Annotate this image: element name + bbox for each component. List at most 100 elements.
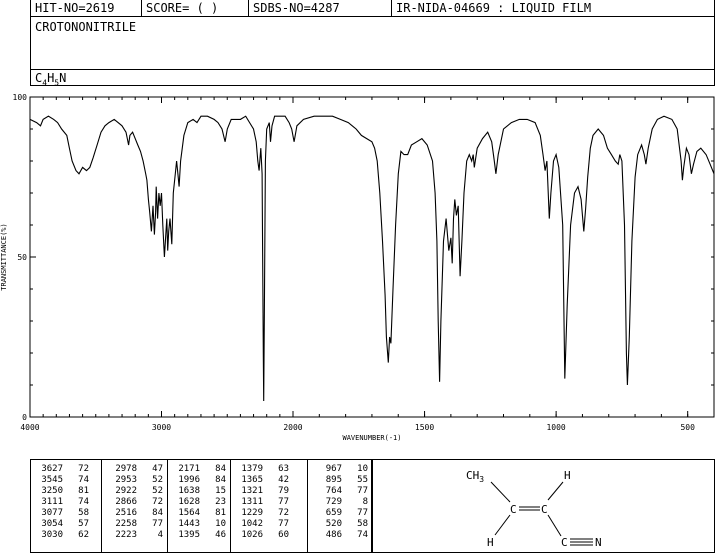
peak-wavenumber: 486: [325, 530, 342, 540]
peak-transmittance: 74: [78, 497, 89, 507]
peak-transmittance: 79: [278, 486, 289, 496]
peak-row: 3250 81: [35, 486, 89, 497]
peak-wavenumber: 1365: [241, 475, 263, 485]
nitrile-nitrogen-label: N: [595, 536, 602, 549]
y-tick-label: 100: [13, 93, 28, 102]
peak-transmittance: 77: [278, 519, 289, 529]
peak-wavenumber: 2516: [115, 508, 137, 518]
peak-row: 2978 47: [109, 464, 163, 475]
peak-transmittance: 77: [152, 519, 163, 529]
peak-wavenumber: 659: [325, 508, 342, 518]
peak-wavenumber: 2223: [115, 530, 137, 540]
plot-frame: [29, 96, 715, 418]
peak-transmittance: 74: [78, 475, 89, 485]
peak-wavenumber: 729: [325, 497, 342, 507]
peak-transmittance: 4: [157, 530, 163, 540]
compound-box: CROTONONITRILE C4H5N: [30, 16, 715, 88]
peak-wavenumber: 2171: [178, 464, 200, 474]
peak-column-divider: [167, 460, 168, 552]
peak-transmittance: 72: [78, 464, 89, 474]
peak-row: 3054 57: [35, 519, 89, 530]
peak-transmittance: 62: [78, 530, 89, 540]
peak-wavenumber: 3545: [41, 475, 63, 485]
x-tick-label: 500: [680, 423, 695, 432]
peak-transmittance: 52: [152, 475, 163, 485]
peak-column: 2171 84 1996 84 1638 15 1628 23 1564 81 1443 10 1395…: [172, 464, 226, 541]
peak-wavenumber: 2866: [115, 497, 137, 507]
peak-wavenumber: 967: [325, 464, 342, 474]
structure-box: CH3 H C C H C N: [372, 459, 715, 553]
peak-row: 1379 63: [235, 464, 289, 475]
methyl-label: CH3: [466, 469, 484, 484]
x-tick-label: 1000: [546, 423, 565, 432]
peak-transmittance: 84: [215, 475, 226, 485]
peak-transmittance: 58: [78, 508, 89, 518]
peak-row: 1321 79: [235, 486, 289, 497]
peak-wavenumber: 1996: [178, 475, 200, 485]
molecular-formula: C4H5N: [35, 71, 67, 88]
peak-row: 1229 72: [235, 508, 289, 519]
peak-row: 486 74: [314, 530, 368, 541]
peak-wavenumber: 2922: [115, 486, 137, 496]
peak-row: 1564 81: [172, 508, 226, 519]
y-tick-label: 0: [22, 413, 27, 422]
peak-row: 1395 46: [172, 530, 226, 541]
peak-transmittance: 72: [152, 497, 163, 507]
peak-row: 3077 58: [35, 508, 89, 519]
bond-h-top: [547, 481, 564, 501]
peak-transmittance: 74: [357, 530, 368, 540]
peak-row: 2516 84: [109, 508, 163, 519]
peak-transmittance: 8: [362, 497, 368, 507]
hit-number: HIT-NO=2619: [35, 1, 115, 15]
peak-wavenumber: 1395: [178, 530, 200, 540]
ir-spectrum-chart: 4000 3000 2000 1500 1000 500 0 50 100 WAVENUMBER…: [0, 93, 715, 442]
peak-wavenumber: 3030: [41, 530, 63, 540]
header-divider: [141, 0, 142, 16]
header-bar: HIT-NO=2619 SCORE= ( ) SDBS-NO=4287 IR-N…: [30, 0, 715, 17]
hydrogen-bottom-label: H: [487, 536, 494, 549]
peak-row: 2866 72: [109, 497, 163, 508]
bond-h-bottom: [494, 514, 511, 536]
peak-wavenumber: 1229: [241, 508, 263, 518]
peak-transmittance: 77: [357, 508, 368, 518]
peak-wavenumber: 2953: [115, 475, 137, 485]
molecule-structure: CH3 H C C H C N: [466, 469, 602, 549]
peak-row: 3545 74: [35, 475, 89, 486]
x-axis-label: WAVENUMBER(-1): [342, 434, 401, 442]
peak-transmittance: 10: [357, 464, 368, 474]
peak-row: 2922 52: [109, 486, 163, 497]
peak-wavenumber: 3054: [41, 519, 63, 529]
peak-transmittance: 84: [215, 464, 226, 474]
peak-wavenumber: 764: [325, 486, 342, 496]
peak-column: 2978 47 2953 52 2922 52 2866 72 2516 84 2258 77 2223…: [109, 464, 163, 541]
y-axis-label: TRANSMITTANCE(%): [0, 223, 8, 290]
peak-transmittance: 58: [357, 519, 368, 529]
peak-row: 895 55: [314, 475, 368, 486]
peak-wavenumber: 3077: [41, 508, 63, 518]
bond-methyl: [490, 481, 511, 503]
sdbs-number: SDBS-NO=4287: [253, 1, 340, 15]
carbon-right-label: C: [541, 503, 548, 516]
x-tick-label: 2000: [283, 423, 302, 432]
peak-column: 3627 72 3545 74 3250 81 3111 74 3077 58 3054 57 3030…: [35, 464, 89, 541]
peak-wavenumber: 3627: [41, 464, 63, 474]
peak-row: 3111 74: [35, 497, 89, 508]
peak-wavenumber: 3250: [41, 486, 63, 496]
peak-wavenumber: 1443: [178, 519, 200, 529]
peak-column: 967 10 895 55 764 77 729 8 659 77 520 58 486 74: [314, 464, 368, 541]
y-tick-label: 50: [17, 253, 27, 262]
ir-info: IR-NIDA-04669 : LIQUID FILM: [396, 1, 592, 15]
peak-transmittance: 81: [78, 486, 89, 496]
peak-wavenumber: 1379: [241, 464, 263, 474]
peak-transmittance: 72: [278, 508, 289, 518]
peak-row: 2258 77: [109, 519, 163, 530]
peak-wavenumber: 895: [325, 475, 342, 485]
peak-wavenumber: 2978: [115, 464, 137, 474]
peak-column-divider: [101, 460, 102, 552]
peak-row: 1311 77: [235, 497, 289, 508]
peak-row: 1443 10: [172, 519, 226, 530]
peak-wavenumber: 1628: [178, 497, 200, 507]
peak-transmittance: 63: [278, 464, 289, 474]
peak-row: 659 77: [314, 508, 368, 519]
peak-wavenumber: 520: [325, 519, 342, 529]
